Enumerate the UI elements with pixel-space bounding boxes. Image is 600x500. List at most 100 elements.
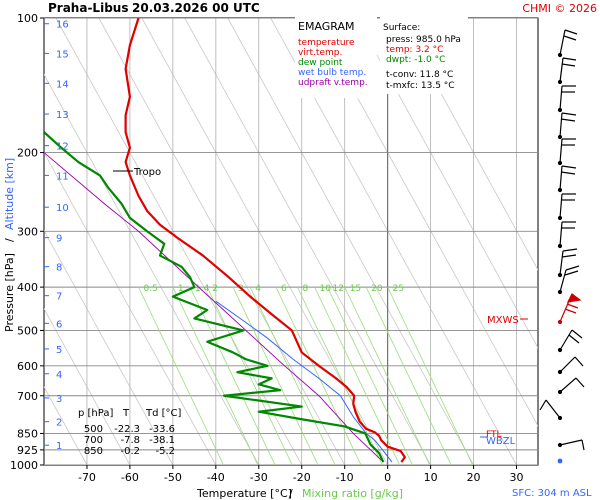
table-header-t: T: [122, 408, 130, 419]
parcel-layer: [44, 152, 393, 463]
mixing-ratio-line: [189, 286, 276, 465]
x-tick-label: -40: [207, 471, 225, 484]
wind-barb: [557, 85, 576, 113]
wind-barb: [557, 377, 585, 395]
wind-barb: [557, 439, 585, 451]
tropopause-label: Tropo: [133, 167, 161, 178]
mixing-ratio-line: [206, 286, 293, 465]
series-layer: [44, 18, 406, 463]
table-cell: -5.2: [155, 446, 175, 457]
altitude-tick-label: 4: [56, 370, 62, 381]
table-row: 500 -22.3 -33.6: [84, 424, 175, 435]
isotherm-line: [44, 73, 260, 465]
altitude-tick-label: 1: [56, 441, 62, 452]
mixing-ratio-line: [365, 286, 452, 465]
wind-barb-surface: [557, 458, 563, 464]
y-axis-altitude: Altitude [km]: [3, 158, 16, 230]
wind-barb: [557, 248, 578, 278]
mixing-ratio-layer: 0.5 1 1.4 2 3 4 6 8 10 12 15 20 25: [138, 284, 474, 465]
mixing-ratio-line: [232, 286, 319, 465]
altitude-tick-label: 6: [56, 319, 62, 330]
axes-layer: -70 -60 -50 -40 -30 -20 -10 0 10 20 30 100 200 300 400…: [10, 12, 524, 484]
wind-barb: [539, 399, 563, 421]
mxws-label: MXWS: [487, 315, 519, 326]
x-tick-label: 0: [384, 471, 391, 484]
table-row: 850 -0.2 -5.2: [84, 446, 175, 457]
surface-box: [380, 16, 468, 94]
mixing-ratio-label: 4: [255, 284, 261, 294]
credit-link[interactable]: CHMI © 2026: [522, 2, 597, 15]
x-tick-label: 30: [510, 471, 524, 484]
wet-bulb-curve: [215, 300, 393, 463]
table-cell: -22.3: [114, 424, 140, 435]
table-cell: -0.2: [120, 446, 140, 457]
altitude-tick-label: 7: [56, 292, 62, 303]
sounding-datetime: 20.03.2026 00 UTC: [132, 1, 260, 15]
altitude-tick-label: 11: [56, 171, 69, 182]
altitude-tick-label: 3: [56, 394, 62, 405]
dew-point-curve: [44, 131, 385, 463]
table-row: 700 -7.8 -38.1: [84, 435, 175, 446]
isotherm-line: [44, 151, 217, 465]
legend-temperature: temperature: [298, 38, 355, 48]
wind-barb: [557, 138, 576, 166]
isotherm-line: [0, 18, 1, 465]
wind-barb: [557, 221, 576, 249]
wind-barb: [557, 57, 577, 85]
wind-barb: [557, 356, 584, 375]
altitude-tick-label: 10: [56, 203, 69, 214]
legend-box: [295, 16, 377, 98]
isotherm-line: [55, 18, 303, 465]
x-tick-label: -50: [164, 471, 182, 484]
legend-virt-temp: virt.temp.: [298, 48, 342, 58]
mixing-ratio-line: [275, 286, 362, 465]
y-tick-label: 700: [17, 390, 38, 403]
surface-press: press: 985.0 hPa: [386, 35, 461, 45]
legend-updraft: udpraft v.temp.: [298, 78, 368, 88]
wind-barb: [557, 29, 578, 58]
mixing-ratio-line: [172, 286, 259, 465]
y-tick-label: 300: [17, 225, 38, 238]
altitude-tick-label: 9: [56, 234, 62, 245]
y-tick-label: 100: [17, 12, 38, 25]
mixing-axis-title: Mixing ratio [g/kg]: [302, 487, 403, 500]
legend-title: EMAGRAM: [298, 20, 355, 33]
y-axis-pressure: Pressure [hPa]: [3, 253, 16, 332]
surface-title: Surface:: [383, 23, 420, 33]
altitude-tick-label: 5: [56, 345, 62, 356]
mixing-ratio-label: 1.4: [195, 284, 210, 294]
ftl-label: FTL: [486, 430, 502, 440]
legend-wet-bulb: wet bulb temp.: [298, 68, 366, 78]
wbzl-label: WBZL: [486, 436, 516, 447]
updraft-curve: [44, 152, 384, 463]
mixing-ratio-line: [138, 286, 224, 465]
altitude-tick-label: 13: [56, 110, 69, 121]
table-header-p: p [hPa]: [78, 408, 113, 419]
surface-tmxfc: t-mxfc: 13.5 °C: [386, 81, 455, 91]
wind-barb: [557, 112, 577, 140]
y-axis-separator: /: [3, 238, 16, 242]
table-cell: 500: [84, 424, 103, 435]
isotherm-line: [227, 18, 474, 465]
x-tick-label: -60: [121, 471, 139, 484]
x-tick-label: -10: [336, 471, 354, 484]
y-tick-label: 400: [17, 281, 38, 294]
mixing-ratio-label: 0.5: [144, 284, 158, 294]
surface-height-label: SFC: 304 m ASL: [512, 488, 592, 499]
table-header-td: Td [°C]: [145, 408, 182, 419]
table-cell: -33.6: [149, 424, 175, 435]
mixing-ratio-line: [327, 286, 413, 465]
mixing-ratio-line: [344, 286, 431, 465]
altitude-tick-label: 12: [56, 142, 69, 153]
mixing-ratio-label: 20: [371, 284, 383, 294]
wind-barb: [557, 329, 583, 353]
mixing-ratio-label: 8: [302, 284, 308, 294]
y-tick-label: 850: [17, 427, 38, 440]
surface-temp: temp: 3.2 °C: [386, 45, 443, 55]
mixing-ratio-label: 12: [333, 284, 344, 294]
altitude-tick-label: 15: [56, 49, 69, 60]
mixing-ratio-label: 25: [393, 284, 404, 294]
isotherm-line: [98, 18, 346, 465]
